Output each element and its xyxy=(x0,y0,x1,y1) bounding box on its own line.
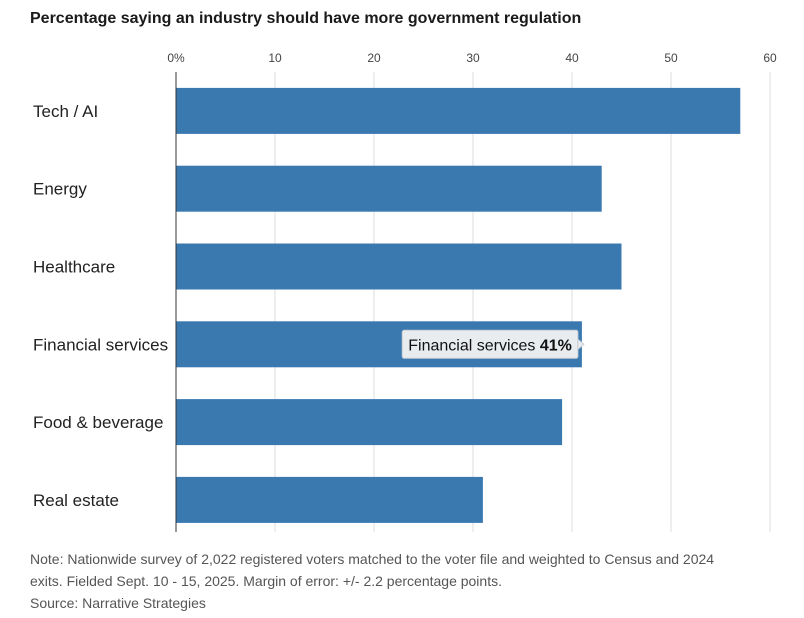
tooltip-pointer xyxy=(577,338,585,351)
source-line: Source: Narrative Strategies xyxy=(30,595,206,611)
bars xyxy=(176,87,741,523)
tooltip: Financial services 41% xyxy=(401,329,585,359)
category-labels: Tech / AI Energy Healthcare Financial servi… xyxy=(33,102,168,510)
category-label: Healthcare xyxy=(33,258,115,277)
category-label: Real estate xyxy=(33,491,119,510)
note-line-1: Note: Nationwide survey of 2,022 registe… xyxy=(30,551,715,567)
x-tick-label: 20 xyxy=(367,51,381,65)
bar-chart: 0% 10 20 30 40 50 60 Tech / AI Energy Healthcare… xyxy=(33,51,777,532)
chart-title: Percentage saying an industry should hav… xyxy=(30,10,582,27)
gridlines xyxy=(274,72,771,532)
x-tick-label: 50 xyxy=(664,51,678,65)
chart-note: Note: Nationwide survey of 2,022 registe… xyxy=(30,548,780,614)
category-label: Energy xyxy=(33,180,87,199)
x-tick-label: 60 xyxy=(763,51,777,65)
category-label: Tech / AI xyxy=(33,102,98,121)
bar[interactable] xyxy=(176,87,741,134)
tooltip-value: 41% xyxy=(540,337,572,354)
category-label: Food & beverage xyxy=(33,413,163,432)
tooltip-text: Financial services 41% xyxy=(408,337,572,354)
x-tick-label: 40 xyxy=(565,51,579,65)
bar[interactable] xyxy=(176,243,622,290)
note-line-2: exits. Fielded Sept. 10 - 15, 2025. Marg… xyxy=(30,573,502,589)
category-label: Financial services xyxy=(33,335,168,354)
x-axis-ticks: 0% 10 20 30 40 50 60 xyxy=(167,51,777,65)
bar[interactable] xyxy=(176,399,563,446)
x-tick-label: 10 xyxy=(268,51,282,65)
bar[interactable] xyxy=(176,165,602,212)
x-tick-label: 0% xyxy=(167,51,185,65)
x-tick-label: 30 xyxy=(466,51,480,65)
tooltip-label: Financial services xyxy=(408,337,540,354)
bar[interactable] xyxy=(176,476,483,523)
